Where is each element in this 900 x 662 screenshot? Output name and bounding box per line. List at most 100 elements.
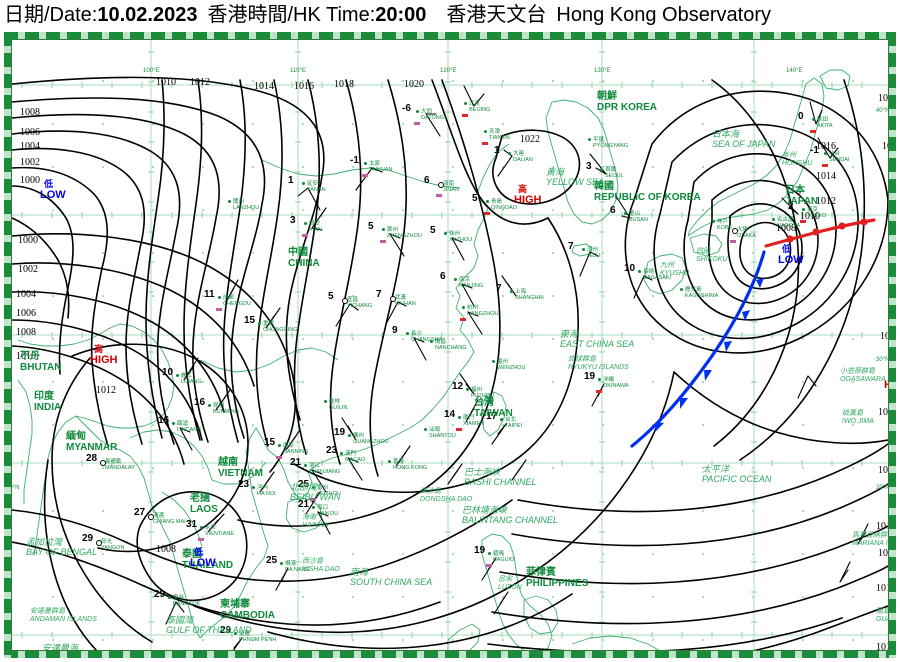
station-marker-tokyo <box>802 208 805 211</box>
frame-border-left <box>4 32 11 658</box>
station-marker-kagoshima <box>680 288 683 291</box>
wind-barb-layer <box>165 85 869 650</box>
station-marker-chongqing <box>258 322 261 325</box>
station-weather-symbol-chengdu <box>216 308 222 311</box>
date-label: 日期/Date: <box>4 4 98 26</box>
station-marker-yanan <box>302 182 305 185</box>
station-marker-nanjing <box>454 278 457 281</box>
warm-front <box>764 218 876 248</box>
station-marker-wenzhou <box>492 360 495 363</box>
graticule-layer <box>12 40 888 650</box>
station-marker-changsha <box>406 332 409 335</box>
station-marker-vientiane <box>200 526 203 529</box>
station-marker-beijing <box>464 102 467 105</box>
station-marker-osaka <box>732 228 738 234</box>
frame-border-top <box>4 32 896 39</box>
station-weather-symbol-nanning <box>276 456 282 459</box>
station-marker-baguio <box>488 552 491 555</box>
station-marker-zhengzhou <box>382 228 385 231</box>
station-marker-zhanjiang <box>304 464 307 467</box>
station-weather-symbol-okinawa <box>596 390 602 393</box>
station-weather-symbol-leizhou <box>310 498 316 501</box>
station-weather-symbol-beijing <box>462 114 468 117</box>
station-marker-akita <box>812 118 815 121</box>
station-marker-xiamen <box>458 416 461 419</box>
station-marker-leizhou <box>312 486 315 489</box>
station-marker-nagoya <box>772 218 775 221</box>
station-marker-sendai <box>824 152 827 155</box>
date-value: 10.02.2023 <box>97 4 198 26</box>
front-layer <box>630 218 876 448</box>
station-marker-nanchang <box>430 340 433 343</box>
isobar-layer <box>12 76 888 650</box>
station-marker-chengdu <box>218 296 221 299</box>
station-marker-okinawa <box>598 378 601 381</box>
chart-header: 日期/Date: 10.02.2023 香港時間/HK Time: 20:00 … <box>0 0 900 30</box>
station-weather-symbol-osaka <box>730 240 736 243</box>
station-marker-nanning <box>278 444 281 447</box>
station-marker-taipei <box>500 418 503 421</box>
station-weather-symbol-jinan <box>436 194 442 197</box>
station-marker-taiyuan <box>364 162 367 165</box>
station-marker-haikou <box>312 506 315 509</box>
station-weather-symbol-sendai <box>822 164 828 167</box>
station-marker-kobe <box>712 220 715 223</box>
station-marker-yangon <box>96 540 102 546</box>
station-marker-tianjin <box>484 130 487 133</box>
station-marker-wuhan <box>390 296 396 302</box>
frame-border-right <box>889 32 896 658</box>
station-marker-guilin <box>324 400 327 403</box>
station-marker-yichang <box>342 298 348 304</box>
station-marker-phnom-penh <box>234 632 237 635</box>
station-weather-symbol-zhengzhou <box>380 240 386 243</box>
agency-name-cn: 香港天文台 <box>446 4 547 26</box>
map-inner-border <box>11 39 889 651</box>
map-canvas: 1008 1006 1004 1002 1000 1000 1002 1004 1006 1008… <box>12 40 888 650</box>
cold-front <box>630 250 766 448</box>
station-weather-symbol-akita <box>810 130 816 133</box>
station-marker-guangzhou <box>348 434 351 437</box>
station-marker-fuzhou <box>466 388 469 391</box>
station-marker-xian <box>304 222 307 225</box>
station-weather-symbol-tianjin <box>482 142 488 145</box>
station-marker-jinan <box>438 182 444 188</box>
time-label: 香港時間/HK Time: <box>207 4 376 26</box>
station-marker-hangzhou <box>462 306 465 309</box>
station-marker-ha-noi <box>252 486 255 489</box>
station-marker-da-nang <box>280 562 283 565</box>
station-marker-mandalay <box>100 460 106 466</box>
station-weather-symbol-tokyo <box>800 220 806 223</box>
station-weather-symbol-vientiane <box>198 538 204 541</box>
station-marker-chiang-mai <box>148 514 154 520</box>
station-weather-symbol-taiyuan <box>362 174 368 177</box>
station-marker-bangkok <box>168 596 171 599</box>
station-marker-kunming <box>208 404 211 407</box>
station-marker-seoul <box>600 168 603 171</box>
time-value: 20:00 <box>375 4 427 26</box>
agency-name-en: Hong Kong Observatory <box>556 4 771 26</box>
station-marker-jeju <box>582 248 585 251</box>
station-weather-symbol-xiamen <box>456 428 462 431</box>
station-weather-symbol-hangzhou <box>460 318 466 321</box>
station-marker-shanghai <box>510 290 513 293</box>
station-weather-symbol-qingdao <box>484 212 490 215</box>
station-marker-lanzhou <box>228 200 231 203</box>
station-marker-qingdao <box>486 200 489 203</box>
station-weather-symbol-xian <box>302 234 308 237</box>
station-weather-symbol-datong <box>414 122 420 125</box>
station-marker-dalian <box>508 152 511 155</box>
station-marker-nagasaki <box>638 270 641 273</box>
station-marker-hong-kong <box>388 460 391 463</box>
frame-border-bottom <box>4 651 896 658</box>
station-marker-macao <box>340 452 343 455</box>
station-marker-lijiang <box>176 374 179 377</box>
station-marker-lincang <box>172 422 175 425</box>
map-frame: 1008 1006 1004 1002 1000 1000 1002 1004 1006 1008… <box>4 32 896 658</box>
station-marker-pyongyang <box>588 138 591 141</box>
station-marker-datong <box>416 110 419 113</box>
station-marker-xuzhou <box>444 232 447 235</box>
station-weather-symbol-baguio <box>486 564 492 567</box>
station-marker-shantou <box>424 428 427 431</box>
station-marker-busan <box>624 212 627 215</box>
